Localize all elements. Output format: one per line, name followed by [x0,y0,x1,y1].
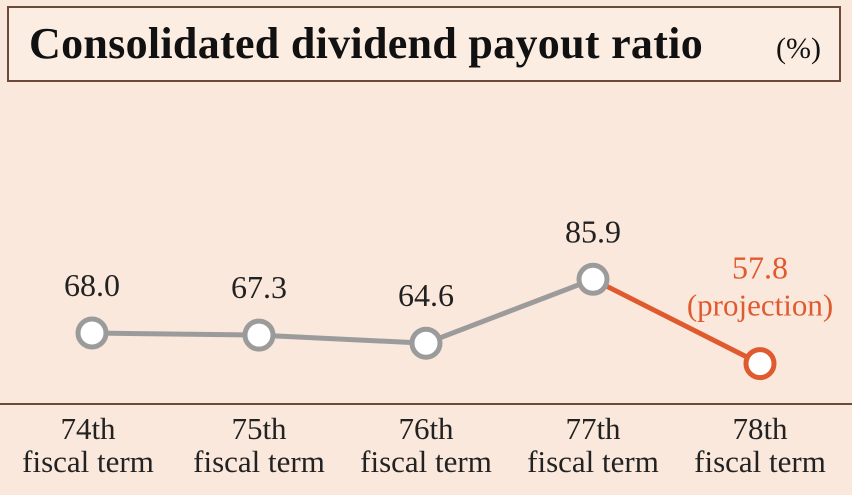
line-segment [425,276,594,346]
x-tick-label: 77th fiscal term [508,412,678,478]
title-box: Consolidated dividend payout ratio (%) [7,6,841,82]
unit-label: (%) [776,32,821,65]
x-tick-label-sub: fiscal term [193,444,325,479]
x-tick-label-sub: fiscal term [527,444,659,479]
x-tick-label-term: 77th [565,411,621,446]
data-point [75,316,109,350]
x-tick-label: 76th fiscal term [341,412,511,478]
line-segment [91,330,260,338]
x-tick-label-term: 78th [732,411,788,446]
projection-label: (projection) [687,288,833,323]
x-tick-label: 78th fiscal term [675,412,845,478]
data-point [242,318,276,352]
data-label: 57.8 [732,250,788,286]
x-tick-label-term: 74th [60,411,116,446]
data-label: 85.9 [565,213,621,249]
x-tick-label: 75th fiscal term [174,412,344,478]
data-point [409,326,443,360]
data-label: 67.3 [231,269,287,305]
data-label: 68.0 [64,267,120,303]
x-tick-label-term: 75th [231,411,287,446]
x-axis-baseline [0,403,852,405]
projection-line-segment [591,277,762,366]
data-point [576,262,610,296]
data-label: 64.6 [398,277,454,313]
x-tick-label: 74th fiscal term [3,412,173,478]
chart-title: Consolidated dividend payout ratio [29,19,704,68]
x-tick-label-sub: fiscal term [22,444,154,479]
x-tick-label-sub: fiscal term [360,444,492,479]
x-tick-label-term: 76th [398,411,454,446]
projection-data-point [743,347,777,381]
x-tick-label-sub: fiscal term [694,444,826,479]
line-segment [258,332,427,346]
